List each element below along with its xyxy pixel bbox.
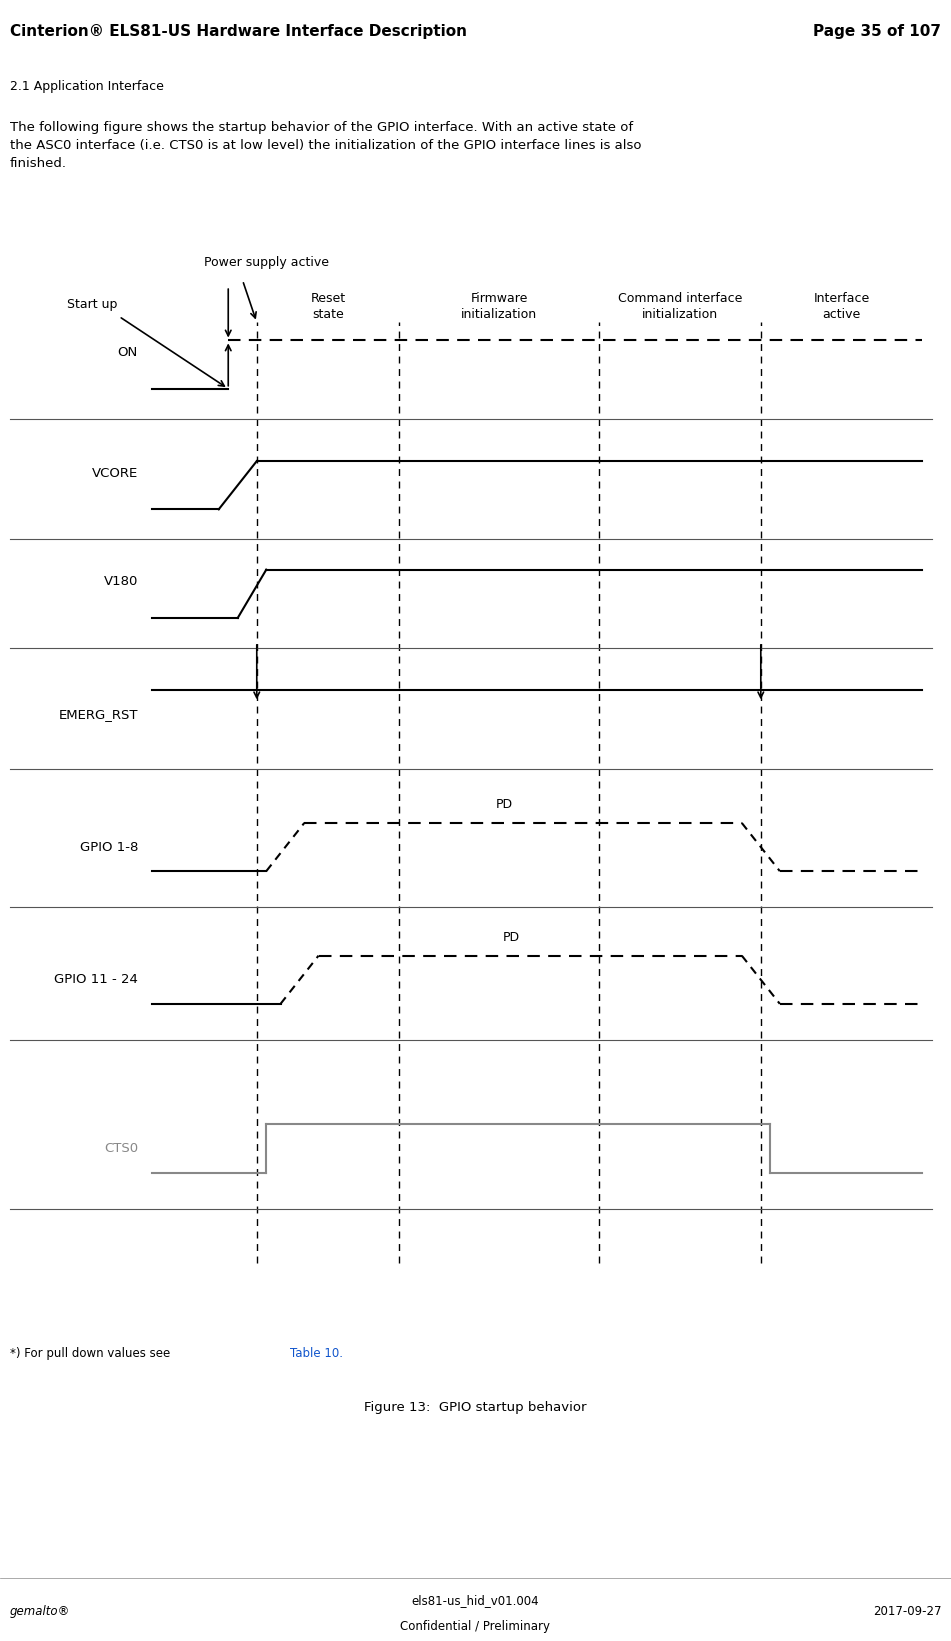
Text: PD: PD (502, 930, 520, 944)
Text: EMERG_RST: EMERG_RST (58, 707, 138, 720)
Text: Cinterion® ELS81-US Hardware Interface Description: Cinterion® ELS81-US Hardware Interface D… (10, 23, 467, 38)
Text: VCORE: VCORE (91, 466, 138, 479)
Text: 2017-09-27: 2017-09-27 (873, 1605, 941, 1618)
Text: Reset
state: Reset state (311, 292, 345, 322)
Text: Power supply active: Power supply active (204, 256, 329, 269)
Text: gemalto®: gemalto® (10, 1605, 69, 1618)
Text: GPIO 11 - 24: GPIO 11 - 24 (54, 973, 138, 986)
Text: CTS0: CTS0 (104, 1142, 138, 1155)
Text: *) For pull down values see: *) For pull down values see (10, 1347, 173, 1360)
Text: Firmware
initialization: Firmware initialization (461, 292, 537, 322)
Text: els81-us_hid_v01.004: els81-us_hid_v01.004 (412, 1593, 539, 1607)
Text: V180: V180 (104, 576, 138, 587)
Text: Figure 13:  GPIO startup behavior: Figure 13: GPIO startup behavior (364, 1401, 587, 1415)
Text: Table 10.: Table 10. (290, 1347, 343, 1360)
Text: The following figure shows the startup behavior of the GPIO interface. With an a: The following figure shows the startup b… (10, 121, 641, 171)
Text: Interface
active: Interface active (813, 292, 870, 322)
Text: GPIO 1-8: GPIO 1-8 (80, 840, 138, 853)
Text: 2.1 Application Interface: 2.1 Application Interface (10, 80, 164, 94)
Text: Start up: Start up (67, 297, 117, 310)
Text: Command interface
initialization: Command interface initialization (618, 292, 742, 322)
Text: ON: ON (118, 346, 138, 359)
Text: Confidential / Preliminary: Confidential / Preliminary (400, 1620, 551, 1633)
Text: PD: PD (495, 798, 513, 811)
Text: Page 35 of 107: Page 35 of 107 (813, 23, 941, 38)
